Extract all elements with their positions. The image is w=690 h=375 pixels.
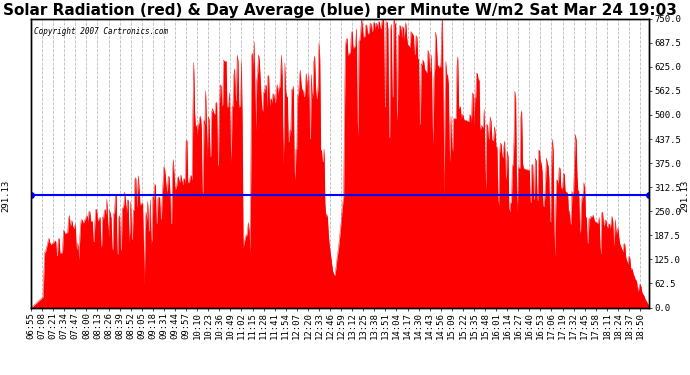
- Text: Copyright 2007 Cartronics.com: Copyright 2007 Cartronics.com: [34, 27, 168, 36]
- Text: 291.13: 291.13: [1, 179, 10, 212]
- Text: 291.13: 291.13: [680, 179, 690, 212]
- Title: Solar Radiation (red) & Day Average (blue) per Minute W/m2 Sat Mar 24 19:03: Solar Radiation (red) & Day Average (blu…: [3, 3, 677, 18]
